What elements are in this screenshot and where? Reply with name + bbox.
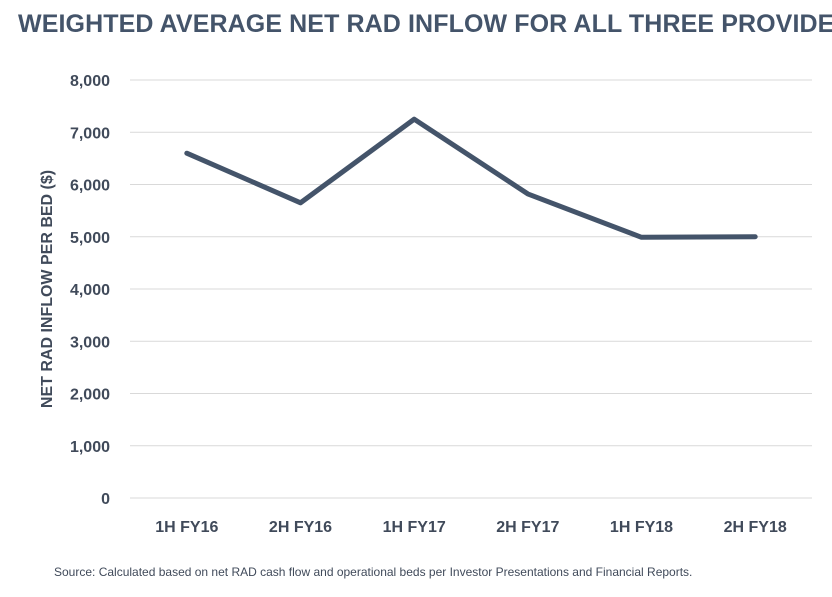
y-tick-label: 6,000 [70, 178, 110, 195]
x-tick-label: 2H FY17 [496, 519, 559, 536]
x-tick-label: 1H FY16 [155, 519, 218, 536]
y-tick-label: 8,000 [70, 73, 110, 90]
y-tick-label: 7,000 [70, 125, 110, 142]
source-note: Source: Calculated based on net RAD cash… [54, 565, 693, 579]
x-tick-label: 2H FY18 [724, 519, 787, 536]
y-tick-label: 5,000 [70, 230, 110, 247]
x-tick-label: 1H FY17 [383, 519, 446, 536]
y-tick-label: 2,000 [70, 387, 110, 404]
y-axis-label: NET RAD INFLOW PER BED ($) [39, 170, 56, 408]
y-tick-label: 4,000 [70, 282, 110, 299]
series-line [184, 116, 758, 240]
x-tick-label: 1H FY18 [610, 519, 673, 536]
y-tick-label: 3,000 [70, 334, 110, 351]
x-tick-labels: 1H FY16 2H FY16 1H FY17 2H FY17 1H FY18 2H FY… [155, 519, 787, 536]
y-tick-labels: 0 1,000 2,000 3,000 4,000 5,000 6,000 7,000 8,00… [70, 73, 110, 508]
y-tick-label: 1,000 [70, 439, 110, 456]
y-tick-label: 0 [101, 491, 110, 508]
x-tick-label: 2H FY16 [269, 519, 332, 536]
chart-title: WEIGHTED AVERAGE NET RAD INFLOW FOR ALL … [18, 10, 832, 38]
gridlines [130, 79, 812, 499]
series-lines [184, 116, 758, 240]
